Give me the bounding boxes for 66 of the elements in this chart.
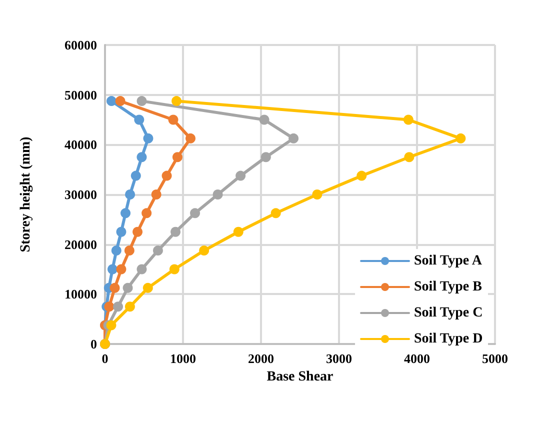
y-tick-label: 10000 [64, 286, 97, 302]
x-tick-label: 2000 [248, 351, 274, 366]
point [111, 246, 122, 256]
y-tick-label: 60000 [64, 38, 97, 52]
point [104, 302, 114, 312]
point [288, 133, 299, 144]
point [172, 96, 182, 106]
point [124, 246, 134, 256]
point [130, 170, 141, 181]
point [142, 282, 153, 293]
point [168, 114, 178, 125]
point [115, 96, 126, 106]
point [169, 264, 180, 274]
y-axis-title: Storey height (mm) [18, 136, 34, 252]
point [190, 208, 200, 218]
point [142, 208, 152, 218]
point [236, 170, 246, 181]
point [260, 152, 271, 162]
x-tick-label: 1000 [170, 351, 196, 366]
point [152, 246, 163, 256]
point [120, 208, 131, 218]
point [143, 133, 154, 144]
point [125, 190, 136, 200]
x-tick-label: 4000 [404, 351, 430, 366]
x-tick-label: 3000 [326, 351, 352, 366]
point [116, 264, 126, 274]
point [312, 190, 322, 200]
x-tick-label: 0 [102, 351, 108, 366]
point [270, 208, 281, 218]
point [456, 133, 466, 144]
point [134, 114, 144, 125]
point [132, 226, 143, 237]
point [233, 226, 244, 237]
point [124, 302, 135, 312]
point [212, 190, 223, 200]
point [404, 152, 414, 162]
point [170, 226, 181, 237]
point [106, 320, 116, 330]
point [136, 96, 147, 106]
point [356, 170, 367, 181]
point [113, 302, 124, 312]
point [106, 96, 116, 106]
point [108, 264, 118, 274]
legend-label: Soil Type C [414, 306, 483, 320]
point [151, 190, 162, 200]
point [172, 152, 182, 162]
x-tick-label: 5000 [482, 351, 508, 366]
legend-label: Soil Type B [414, 280, 482, 294]
point [136, 264, 147, 274]
point [186, 133, 196, 144]
x-axis-title: Base Shear [266, 370, 334, 384]
point [199, 246, 210, 256]
legend-label: Soil Type A [414, 254, 483, 268]
y-tick-label: 20000 [64, 236, 97, 252]
point [259, 114, 270, 125]
point [122, 282, 133, 293]
point [110, 282, 120, 293]
y-tick-label: 50000 [64, 87, 97, 102]
y-tick-label: 30000 [64, 187, 97, 202]
point [116, 226, 126, 237]
point [403, 114, 414, 125]
y-tick-label: 40000 [64, 137, 97, 152]
legend-label: Soil Type D [414, 332, 483, 346]
y-tick-label: 0 [90, 336, 97, 352]
point [162, 170, 172, 181]
point [136, 152, 147, 162]
